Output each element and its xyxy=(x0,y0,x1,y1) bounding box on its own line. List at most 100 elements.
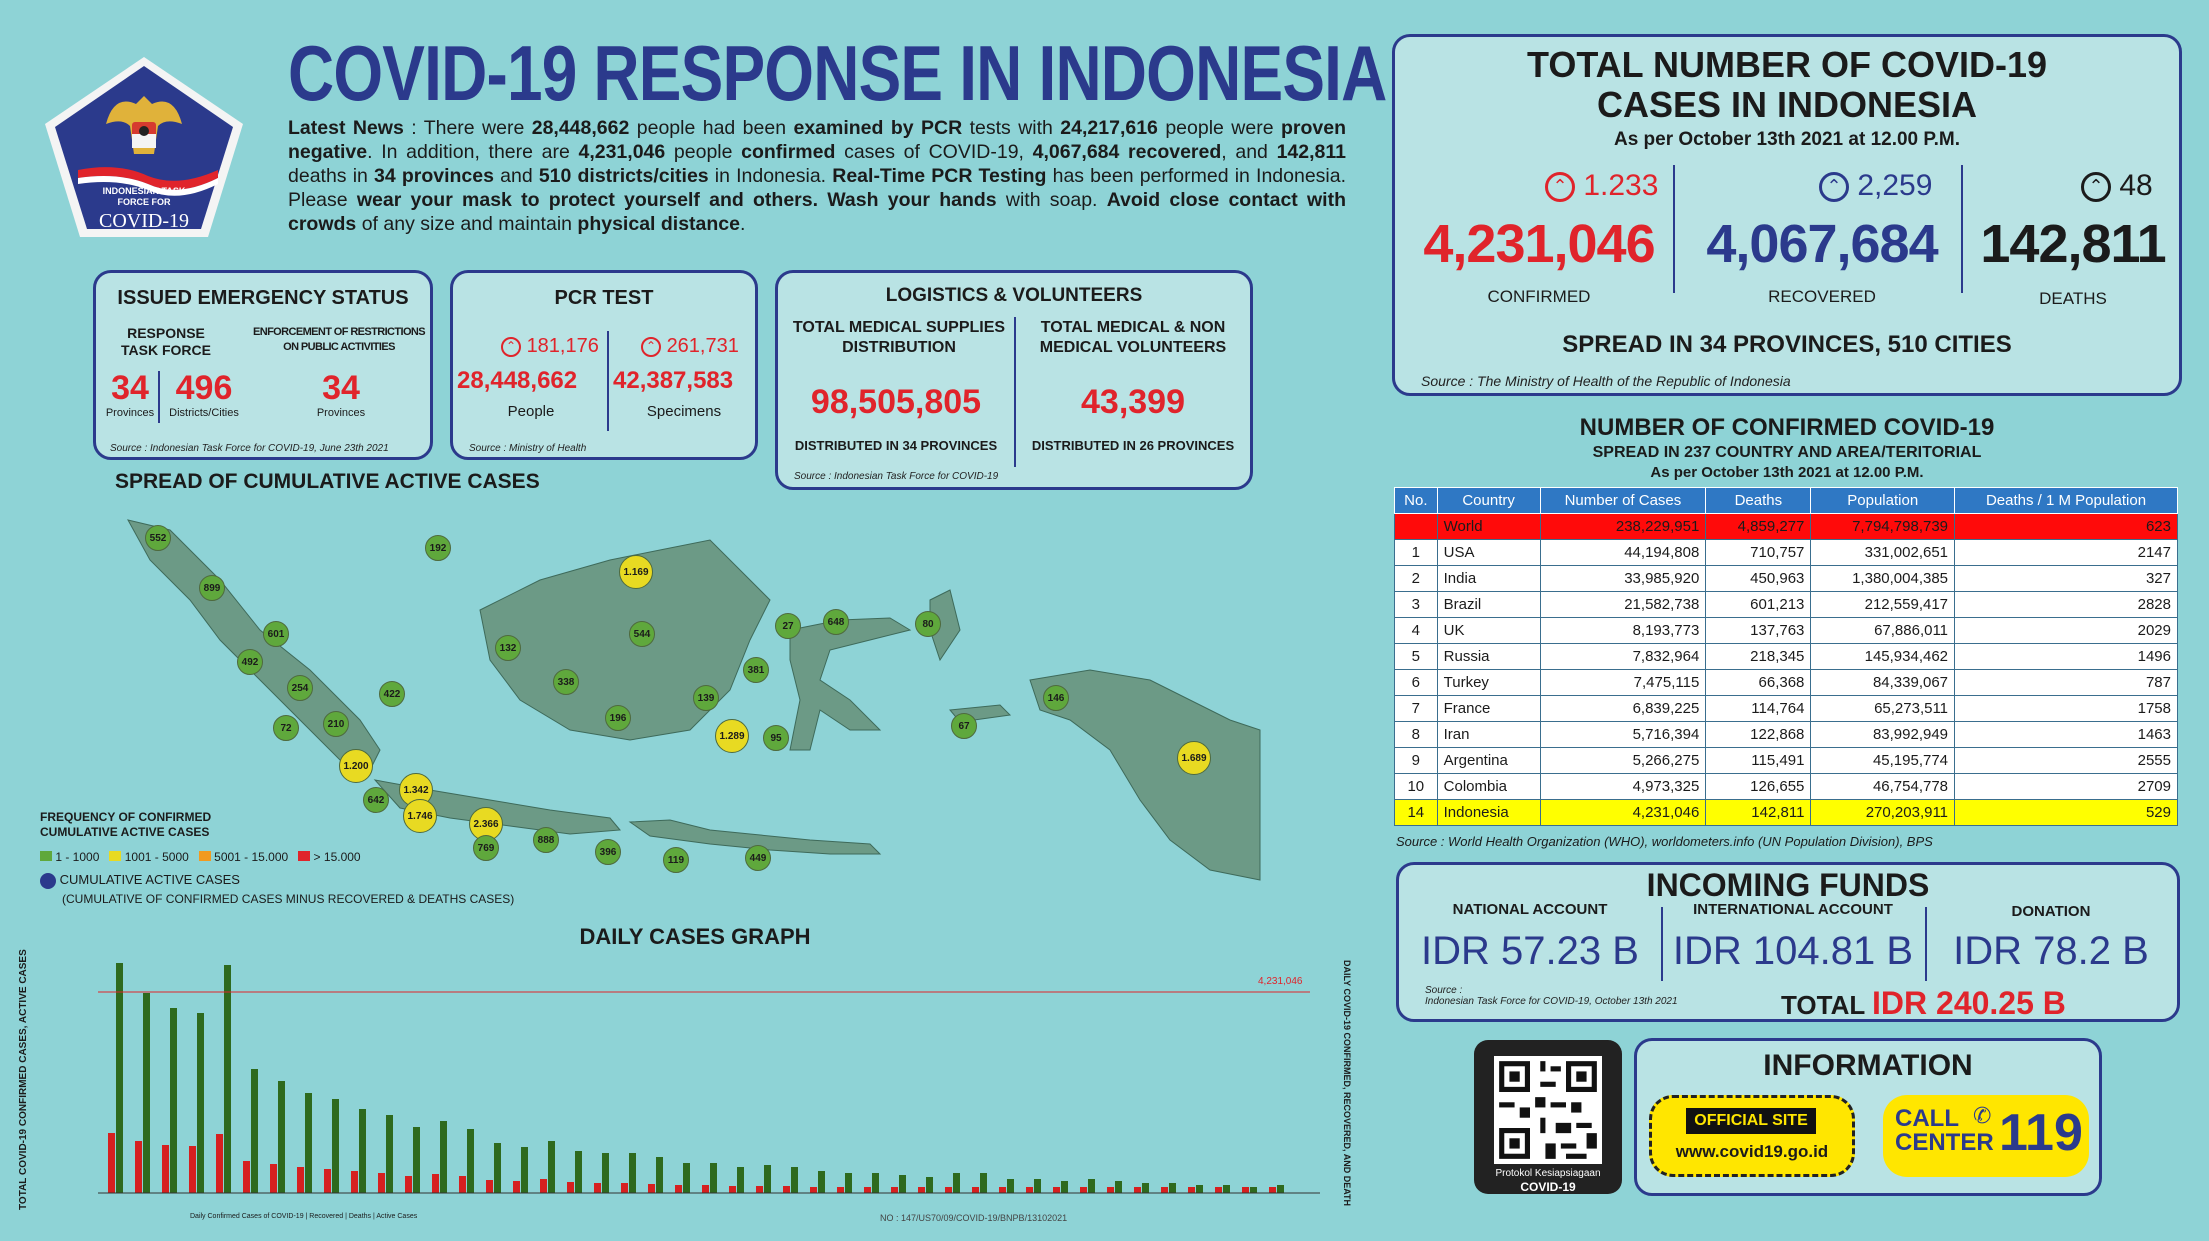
table-cell: 1463 xyxy=(1954,721,2178,748)
world-cases-table: No. Country Number of Cases Deaths Populatio… xyxy=(1394,487,2178,826)
table-cell: USA xyxy=(1436,539,1541,566)
news-seg: Avoid close contact with crowds xyxy=(288,189,1346,235)
daily-cases-graph xyxy=(98,963,1320,1194)
daily-confirmed-bar xyxy=(135,1141,142,1193)
official-site-url[interactable]: www.covid19.go.id xyxy=(1675,1142,1829,1161)
daily-confirmed-bar xyxy=(864,1187,871,1193)
map-title: SPREAD OF CUMULATIVE ACTIVE CASES xyxy=(115,470,540,493)
table-cell: 142,811 xyxy=(1705,799,1812,826)
news-seg: people xyxy=(665,141,742,163)
inc-deaths-value: 48 xyxy=(2119,169,2153,202)
daily-confirmed-bar xyxy=(108,1133,115,1193)
table-cell: 710,757 xyxy=(1705,539,1812,566)
table-row: 9 Argentina 5,266,275 115,491 45,195,774 2555 xyxy=(1394,747,2178,774)
increase-icon: ⌃ xyxy=(641,336,661,357)
table-cell: 2709 xyxy=(1954,773,2178,800)
daily-confirmed-bar xyxy=(243,1161,250,1193)
qr-card[interactable]: Protokol Kesiapsiagaan COVID-19 xyxy=(1474,1040,1622,1194)
news-seg: Real-Time PCR Testing xyxy=(832,165,1047,187)
divider xyxy=(1014,317,1016,467)
table-cell: 1496 xyxy=(1954,643,2178,670)
increase-icon: ⌃ xyxy=(1545,172,1575,203)
call-center-button[interactable]: CALL CENTER ✆ 119 xyxy=(1883,1095,2089,1177)
official-site-link[interactable]: OFFICIAL SITE www.covid19.go.id xyxy=(1649,1095,1855,1177)
active-case-bar xyxy=(818,1171,825,1193)
page-title: COVID-19 RESPONSE IN INDONESIA xyxy=(288,29,1387,117)
table-cell: 601,213 xyxy=(1705,591,1812,618)
graph-line-label: 4,231,046 xyxy=(1258,976,1303,987)
legend-item: 1001 - 5000 xyxy=(109,850,189,864)
table-cell: 145,934,462 xyxy=(1810,643,1956,670)
daily-confirmed-bar xyxy=(1215,1187,1222,1193)
graph-y-right: DAILY COVID-19 CONFIRMED, RECOVERED, AND… xyxy=(1342,960,1352,1207)
daily-confirmed-bar xyxy=(351,1171,358,1193)
active-case-bar xyxy=(494,1143,501,1193)
table-cell: Turkey xyxy=(1436,669,1541,696)
daily-confirmed-bar xyxy=(405,1176,412,1193)
info-title: INFORMATION xyxy=(1763,1049,1973,1082)
world-source: Source : World Health Organization (WHO)… xyxy=(1396,834,1933,849)
table-cell: 2828 xyxy=(1954,591,2178,618)
table-row: 5 Russia 7,832,964 218,345 145,934,462 1496 xyxy=(1394,643,2178,670)
active-case-bar xyxy=(1277,1185,1284,1193)
table-cell: 8 xyxy=(1394,721,1438,748)
legend-blue-label: CUMULATIVE ACTIVE CASES xyxy=(59,872,240,887)
pcr-specimens: 42,387,583 xyxy=(613,367,734,394)
table-header-cell: Deaths / 1 M Population xyxy=(1954,487,2178,514)
table-cell: 6,839,225 xyxy=(1539,695,1707,722)
daily-confirmed-bar xyxy=(918,1187,925,1193)
call-center-number[interactable]: 119 xyxy=(1999,1104,2083,1162)
totals-title-line: CASES IN INDONESIA xyxy=(1596,84,1978,125)
increase-icon: ⌃ xyxy=(2081,172,2111,203)
active-case-bar xyxy=(440,1121,447,1193)
logo-line1: INDONESIAN TASK xyxy=(102,186,186,196)
funds-total-value: IDR 240.25 B xyxy=(1872,985,2066,1021)
emergency-l1: Provinces xyxy=(105,407,155,419)
logistics-title: LOGISTICS & VOLUNTEERS xyxy=(885,285,1143,306)
table-cell: 212,559,417 xyxy=(1810,591,1956,618)
table-row: 3 Brazil 21,582,738 601,213 212,559,417 2828 xyxy=(1394,591,2178,618)
table-cell: 14 xyxy=(1394,799,1438,826)
totals-title: TOTAL NUMBER OF COVID-19 CASES IN INDONE… xyxy=(1395,45,2179,125)
funds-title: INCOMING FUNDS xyxy=(1646,867,1930,903)
emergency-n3: 34 xyxy=(322,369,360,407)
qr-code-icon[interactable] xyxy=(1494,1056,1602,1164)
emergency-col1-header: RESPONSE TASK FORCE xyxy=(121,325,211,358)
news-seg: 34 provinces xyxy=(374,165,494,187)
table-cell: 4 xyxy=(1394,617,1438,644)
world-subtitle: SPREAD IN 237 COUNTRY AND AREA/TERITORIA… xyxy=(1592,444,1982,461)
table-cell: 5,266,275 xyxy=(1539,747,1707,774)
active-case-bar xyxy=(305,1093,312,1193)
table-cell: 7,832,964 xyxy=(1539,643,1707,670)
daily-confirmed-bar xyxy=(567,1182,574,1193)
table-cell: 7,794,798,739 xyxy=(1810,513,1956,540)
news-seg: tests with xyxy=(962,117,1061,139)
divider xyxy=(158,371,160,423)
totals-source: Source : The Ministry of Health of the R… xyxy=(1421,373,1791,389)
table-cell: 137,763 xyxy=(1705,617,1812,644)
recovered-total: 4,067,684 xyxy=(1706,214,1938,274)
active-case-bar xyxy=(710,1163,717,1193)
active-case-bar xyxy=(575,1151,582,1193)
table-cell: 114,764 xyxy=(1705,695,1812,722)
logistics-l1: DISTRIBUTED IN 34 PROVINCES xyxy=(794,438,998,453)
table-cell: 10 xyxy=(1394,773,1438,800)
fund-donation-value: IDR 78.2 B xyxy=(1953,929,2149,973)
logistics-l2: DISTRIBUTED IN 26 PROVINCES xyxy=(1031,438,1235,453)
call-line: CENTER xyxy=(1895,1129,1994,1156)
graph-legend: Daily Confirmed Cases of COVID-19 | Reco… xyxy=(190,1213,418,1220)
news-seg: 142,811 xyxy=(1276,141,1346,163)
active-case-bar xyxy=(386,1115,393,1193)
emergency-col2-header: ENFORCEMENT OF RESTRICTIONS ON PUBLIC AC… xyxy=(252,326,426,353)
table-cell: 1758 xyxy=(1954,695,2178,722)
daily-confirmed-bar xyxy=(756,1186,763,1193)
emergency-title: ISSUED EMERGENCY STATUS xyxy=(117,287,409,309)
table-cell: 66,368 xyxy=(1705,669,1812,696)
table-cell: 83,992,949 xyxy=(1810,721,1956,748)
table-row: 8 Iran 5,716,394 122,868 83,992,949 1463 xyxy=(1394,721,2178,748)
funds-source-line: Source : xyxy=(1425,985,1463,996)
active-case-bar xyxy=(602,1153,609,1193)
table-header-cell: Number of Cases xyxy=(1539,487,1707,514)
news-seg: cases of COVID-19, xyxy=(835,141,1033,163)
daily-confirmed-bar xyxy=(1161,1187,1168,1193)
